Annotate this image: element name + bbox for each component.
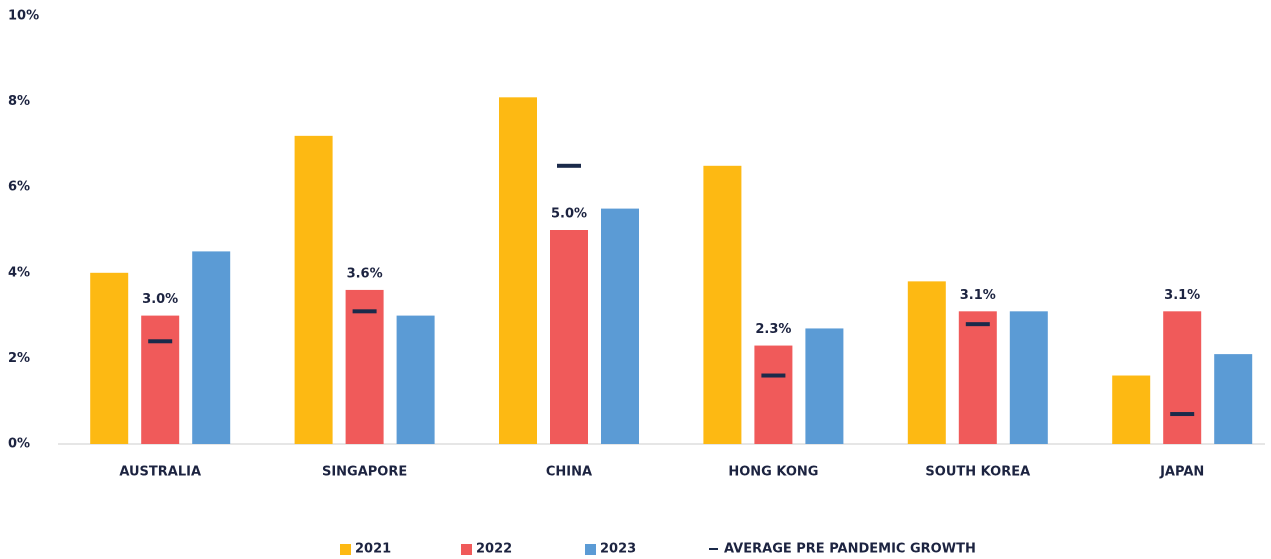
- average-marker: [148, 339, 173, 344]
- x-tick-label: SOUTH KOREA: [925, 465, 1030, 480]
- data-label: 5.0%: [551, 207, 587, 222]
- bar: [601, 208, 639, 444]
- bar: [141, 315, 180, 444]
- bar: [1009, 311, 1048, 444]
- data-label: 2.3%: [755, 322, 791, 337]
- bar: [294, 135, 333, 444]
- data-label: 3.6%: [347, 266, 383, 281]
- average-marker: [761, 373, 786, 378]
- bar: [1163, 311, 1202, 444]
- bar: [192, 251, 231, 444]
- y-tick-label: 0%: [8, 437, 30, 452]
- legend-label: AVERAGE PRE PANDEMIC GROWTH: [724, 542, 976, 557]
- x-tick-label: AUSTRALIA: [119, 465, 201, 480]
- legend-swatch: [340, 544, 351, 555]
- bar: [907, 281, 946, 444]
- bar: [1214, 354, 1253, 444]
- x-tick-label: JAPAN: [1159, 465, 1204, 480]
- bar: [396, 315, 435, 444]
- y-tick-label: 4%: [8, 265, 30, 280]
- legend-swatch: [585, 544, 596, 555]
- legend-label: 2023: [600, 542, 636, 557]
- bar: [805, 328, 844, 444]
- legend-label: 2021: [355, 542, 391, 557]
- average-marker: [965, 322, 990, 327]
- average-marker: [352, 309, 377, 314]
- data-label: 3.0%: [142, 292, 178, 307]
- data-label: 3.1%: [960, 288, 996, 303]
- y-tick-label: 10%: [8, 9, 39, 24]
- bar: [703, 165, 742, 445]
- y-tick-label: 6%: [8, 180, 30, 195]
- data-label: 3.1%: [1164, 288, 1200, 303]
- legend-label: 2022: [476, 542, 512, 557]
- bar: [90, 272, 129, 444]
- y-tick-label: 2%: [8, 351, 30, 366]
- legend-swatch: [709, 548, 718, 550]
- x-tick-label: CHINA: [546, 465, 592, 480]
- legend-swatch: [461, 544, 472, 555]
- bar: [550, 230, 588, 444]
- bar: [1112, 375, 1151, 444]
- x-tick-label: SINGAPORE: [322, 465, 407, 480]
- x-tick-label: HONG KONG: [728, 465, 818, 480]
- average-marker: [1170, 412, 1195, 417]
- y-tick-label: 8%: [8, 94, 30, 109]
- bar: [499, 97, 537, 444]
- bar: [958, 311, 997, 444]
- bar: [754, 345, 793, 444]
- average-marker: [557, 163, 581, 168]
- bar: [345, 289, 384, 444]
